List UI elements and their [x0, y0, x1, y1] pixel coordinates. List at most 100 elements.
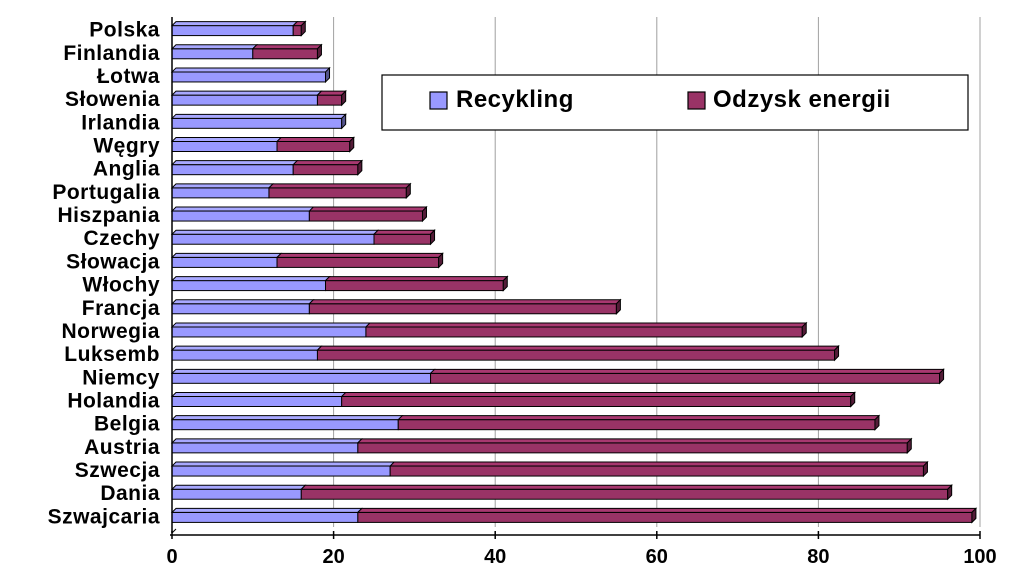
bar-top-face: [170, 67, 331, 73]
bar-segment: [171, 280, 327, 292]
category-label: Holandia: [67, 390, 160, 413]
bar-top-face: [170, 392, 347, 397]
bar-segment: [389, 465, 924, 477]
bar-side-face: [349, 136, 355, 153]
bar-segment: [308, 303, 617, 315]
bar-segment: [341, 396, 852, 407]
bar-top-face: [170, 229, 380, 235]
bar-segment: [357, 442, 908, 454]
bar-top-face: [356, 438, 913, 444]
bar-top-face: [308, 206, 428, 212]
bar-side-face: [357, 159, 363, 176]
bar-segment: [316, 349, 836, 361]
category-label: Hiszpania: [57, 204, 160, 227]
bar-segment: [373, 233, 432, 245]
bar-segment: [171, 141, 278, 152]
bar-side-face: [405, 182, 411, 200]
bar-side-face: [341, 113, 347, 130]
bar-top-face: [170, 21, 299, 27]
bar-top-face: [170, 206, 315, 212]
legend-label-odzysk-energii: Odzysk energii: [713, 86, 891, 113]
bar-top-face: [170, 438, 364, 444]
bar-top-face: [316, 90, 347, 96]
category-label: Łotwa: [97, 65, 160, 88]
bar-top-face: [291, 160, 364, 166]
category-label: Włochy: [82, 274, 160, 297]
bar-top-face: [170, 44, 259, 50]
bar-segment: [171, 465, 391, 477]
bar-segment: [171, 48, 254, 60]
bar-segment: [171, 25, 294, 37]
bar-side-face: [801, 321, 807, 339]
bar-segment: [171, 396, 343, 407]
category-label: Portugalia: [52, 181, 160, 204]
bar-segment: [357, 511, 973, 523]
bar-top-face: [170, 507, 364, 513]
bar-segment: [171, 233, 375, 245]
category-label: Słowacja: [66, 250, 160, 273]
axes: [170, 17, 981, 539]
bar-top-face: [170, 160, 299, 166]
category-label: Słowenia: [65, 88, 160, 111]
bar-segment: [397, 419, 876, 431]
bar-top-face: [267, 183, 412, 189]
bar-top-face: [170, 461, 396, 467]
category-label: Szwecja: [75, 459, 160, 482]
bar-segment: [276, 141, 351, 152]
category-label: Węgry: [93, 135, 160, 158]
category-label: Austria: [84, 436, 160, 459]
bar-top-face: [170, 415, 404, 421]
bar-top-face: [170, 484, 307, 490]
axis-corner: [171, 528, 177, 534]
tick-labels: 0 20 40 60 80 100: [166, 546, 996, 568]
bar-top-face: [372, 229, 436, 235]
bar-top-face: [170, 113, 347, 119]
bar-segment: [171, 256, 278, 268]
bar-segment: [171, 117, 343, 129]
x-tick-label: 80: [807, 546, 829, 568]
bar-top-face: [324, 276, 509, 282]
bar-top-face: [364, 322, 808, 328]
bar-segment: [308, 210, 423, 222]
bar-segment: [268, 187, 407, 199]
x-tick-label: 0: [166, 546, 177, 568]
bar-top-face: [170, 183, 275, 189]
bar-top-face: [170, 345, 323, 351]
bar-side-face: [906, 437, 912, 455]
category-label: Czechy: [83, 227, 160, 250]
bar-segment: [292, 164, 359, 176]
bar-top-face: [170, 252, 283, 258]
legend: Recykling Odzysk energii: [381, 74, 969, 131]
bar-segment: [171, 303, 310, 315]
bar-segment: [300, 488, 949, 500]
bar-side-face: [438, 252, 444, 269]
bar-top-face: [308, 299, 622, 305]
bar-top-face: [275, 137, 355, 142]
x-tick-label: 40: [484, 546, 506, 568]
bar-segment: [171, 94, 318, 106]
bar-top-face: [170, 299, 315, 305]
bar-segment: [430, 372, 941, 384]
bar-segment: [171, 187, 270, 199]
bar-side-face: [502, 275, 508, 292]
bar-segment: [171, 372, 432, 384]
bar-segment: [171, 511, 359, 523]
legend-swatch-recykling: [429, 91, 448, 110]
bar-segment: [325, 280, 504, 292]
bar-segment: [171, 442, 359, 454]
bar-segment: [171, 71, 327, 83]
category-label: Polska: [89, 19, 160, 42]
bar-top-face: [429, 368, 945, 374]
bar-side-face: [922, 460, 928, 478]
category-label: Dania: [100, 482, 160, 505]
bar-top-face: [170, 90, 323, 96]
bar-segment: [316, 94, 343, 106]
category-label: Niemcy: [82, 366, 160, 389]
bar-segment: [171, 164, 294, 176]
category-label: Irlandia: [81, 111, 160, 134]
legend-label-recykling: Recykling: [456, 86, 574, 113]
bar-top-face: [170, 276, 331, 282]
bar-top-face: [251, 44, 323, 50]
category-label: Luksemb: [64, 343, 160, 366]
